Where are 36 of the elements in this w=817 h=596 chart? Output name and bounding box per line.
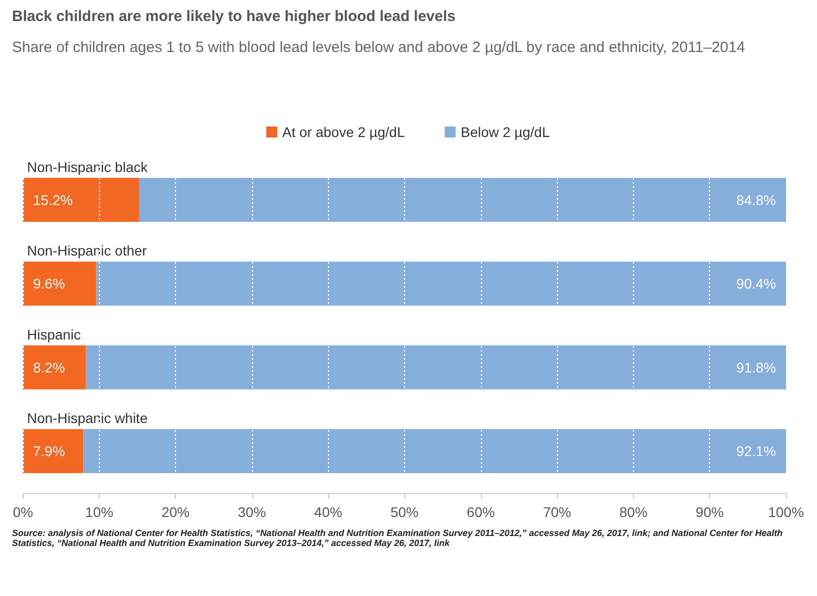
chart-title: Black children are more likely to have higher blood lead levels xyxy=(12,8,456,25)
data-label: 92.1% xyxy=(736,443,776,460)
bar xyxy=(86,345,786,390)
x-tick-label: 30% xyxy=(238,504,266,520)
data-label: 91.8% xyxy=(736,359,776,376)
x-tick-label: 50% xyxy=(390,504,419,520)
bar xyxy=(23,429,84,474)
x-tick-label: 70% xyxy=(543,504,572,520)
bar xyxy=(83,429,786,474)
x-tick-label: 0% xyxy=(12,504,34,520)
chart-subtitle: Share of children ages 1 to 5 with blood lead levels below and above 2 µg/dL by race and ethnicity, 2011–2014 xyxy=(12,38,746,58)
data-label: 7.9% xyxy=(33,443,65,460)
bar xyxy=(23,345,86,390)
x-tick-label: 20% xyxy=(162,504,190,520)
data-label: 90.4% xyxy=(736,276,776,292)
y-tick-label: Hispanic xyxy=(27,326,81,342)
x-tick-label: 100% xyxy=(768,504,804,520)
data-label: 8.2% xyxy=(33,359,65,376)
bar xyxy=(96,262,786,306)
x-tick-label: 40% xyxy=(314,504,342,520)
x-tick-label: 60% xyxy=(466,504,495,520)
data-label: 15.2% xyxy=(33,192,73,208)
x-tick-label: 10% xyxy=(85,504,114,520)
bar xyxy=(23,178,139,222)
data-label: 84.8% xyxy=(736,192,776,208)
source-note: Source: analysis of National Center for Health Statistics, “National Health and Nutrition Examination Survey 2011–2012,” accessed May 26, 2017, link; and National Center for Health Statistics, “National Health and Nutrition Examination Survey 2013–2014,” accessed May 26, 2017, link xyxy=(12,528,784,548)
data-label: 9.6% xyxy=(33,276,65,292)
x-tick-label: 90% xyxy=(696,504,724,520)
y-tick-label: Non-Hispanic white xyxy=(27,410,148,426)
legend-label: Below 2 µg/dL xyxy=(460,124,550,140)
legend-label: At or above 2 µg/dL xyxy=(282,124,405,140)
x-tick-label: 80% xyxy=(619,504,648,520)
bar xyxy=(138,178,786,222)
y-tick-label: Non-Hispanic other xyxy=(27,242,148,259)
bar xyxy=(23,262,96,306)
y-tick-label: Non-Hispanic black xyxy=(27,158,149,175)
